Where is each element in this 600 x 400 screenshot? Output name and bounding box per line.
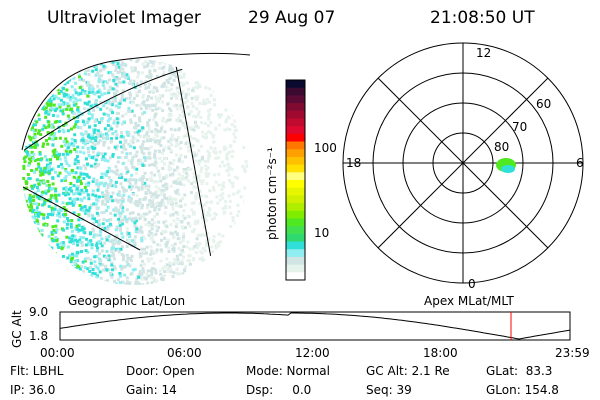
time-label: 21:08:50 UT	[430, 8, 535, 28]
seq-status: Seq: 39	[366, 383, 412, 397]
colorbar-band	[286, 187, 305, 196]
xtick: 06:00	[167, 346, 202, 360]
geographic-image	[22, 59, 248, 285]
colorbar-band	[286, 133, 305, 143]
polar-label-18: 18	[346, 156, 362, 170]
lat-label-70: 70	[512, 120, 528, 134]
lat-line	[22, 179, 141, 251]
colorbar-band	[286, 118, 305, 127]
colorbar-band	[286, 103, 305, 112]
xtick: 12:00	[295, 346, 330, 360]
glat-status: GLat: 83.3	[486, 364, 553, 378]
colorbar-label: photon cm⁻²s⁻¹	[265, 147, 279, 240]
colorbar-band	[286, 256, 305, 266]
timeline-ymin: 1.8	[29, 329, 49, 343]
left-map-label: Geographic Lat/Lon	[68, 294, 186, 308]
colorbar-band	[286, 95, 305, 104]
date-label: 29 Aug 07	[248, 8, 336, 28]
colorbar-band	[286, 249, 305, 258]
ip-status: IP: 36.0	[10, 383, 56, 397]
colorbar-band	[286, 203, 305, 212]
colorbar-tick: 100	[314, 141, 337, 155]
polar-label-6: 6	[576, 156, 584, 170]
xtick: 00:00	[40, 346, 75, 360]
lat-label-80: 80	[494, 140, 510, 154]
gain-status: Gain: 14	[126, 383, 177, 397]
xtick: 18:00	[423, 346, 458, 360]
timeline-plot	[59, 311, 571, 341]
lat-line	[22, 59, 248, 161]
colorbar-band	[286, 87, 305, 96]
right-map-label: Apex MLat/MLT	[424, 294, 514, 308]
colorbar-tick: 10	[314, 226, 330, 240]
dsp-status: Dsp: 0.0	[246, 383, 312, 397]
colorbar-band	[286, 149, 305, 158]
polar-label-12: 12	[476, 46, 492, 60]
map-boundary	[21, 52, 251, 151]
polar-label-0: 0	[468, 277, 476, 291]
xtick: 23:59	[555, 346, 590, 360]
filter-status: Flt: LBHL	[10, 364, 64, 378]
instrument-title: Ultraviolet Imager	[47, 8, 201, 28]
colorbar-band	[286, 126, 305, 135]
mode-status: Mode: Normal	[246, 364, 330, 378]
gcalt-status: GC Alt: 2.1 Re	[366, 364, 450, 378]
colorbar-band	[286, 241, 305, 250]
door-status: Door: Open	[126, 364, 195, 378]
colorbar-band	[286, 172, 305, 181]
colorbar-band	[286, 226, 305, 235]
colorbar	[285, 79, 306, 281]
polar-plot	[342, 42, 584, 284]
colorbar-band	[286, 110, 305, 119]
colorbar-band	[286, 80, 305, 89]
colorbar-band	[286, 218, 305, 227]
colorbar-band	[286, 180, 305, 189]
timeline-ylabel: GC Alt	[10, 310, 24, 348]
colorbar-band	[286, 141, 305, 150]
colorbar-band	[286, 233, 305, 243]
colorbar-band	[286, 210, 305, 219]
colorbar-band	[286, 264, 305, 273]
colorbar-band	[286, 164, 305, 173]
glon-status: GLon: 154.8	[486, 383, 559, 397]
timeline-ymax: 9.0	[29, 305, 49, 319]
lon-line	[174, 59, 216, 281]
colorbar-band	[286, 195, 305, 204]
colorbar-band	[286, 272, 305, 281]
lat-label-60: 60	[536, 97, 552, 111]
colorbar-band	[286, 156, 305, 166]
